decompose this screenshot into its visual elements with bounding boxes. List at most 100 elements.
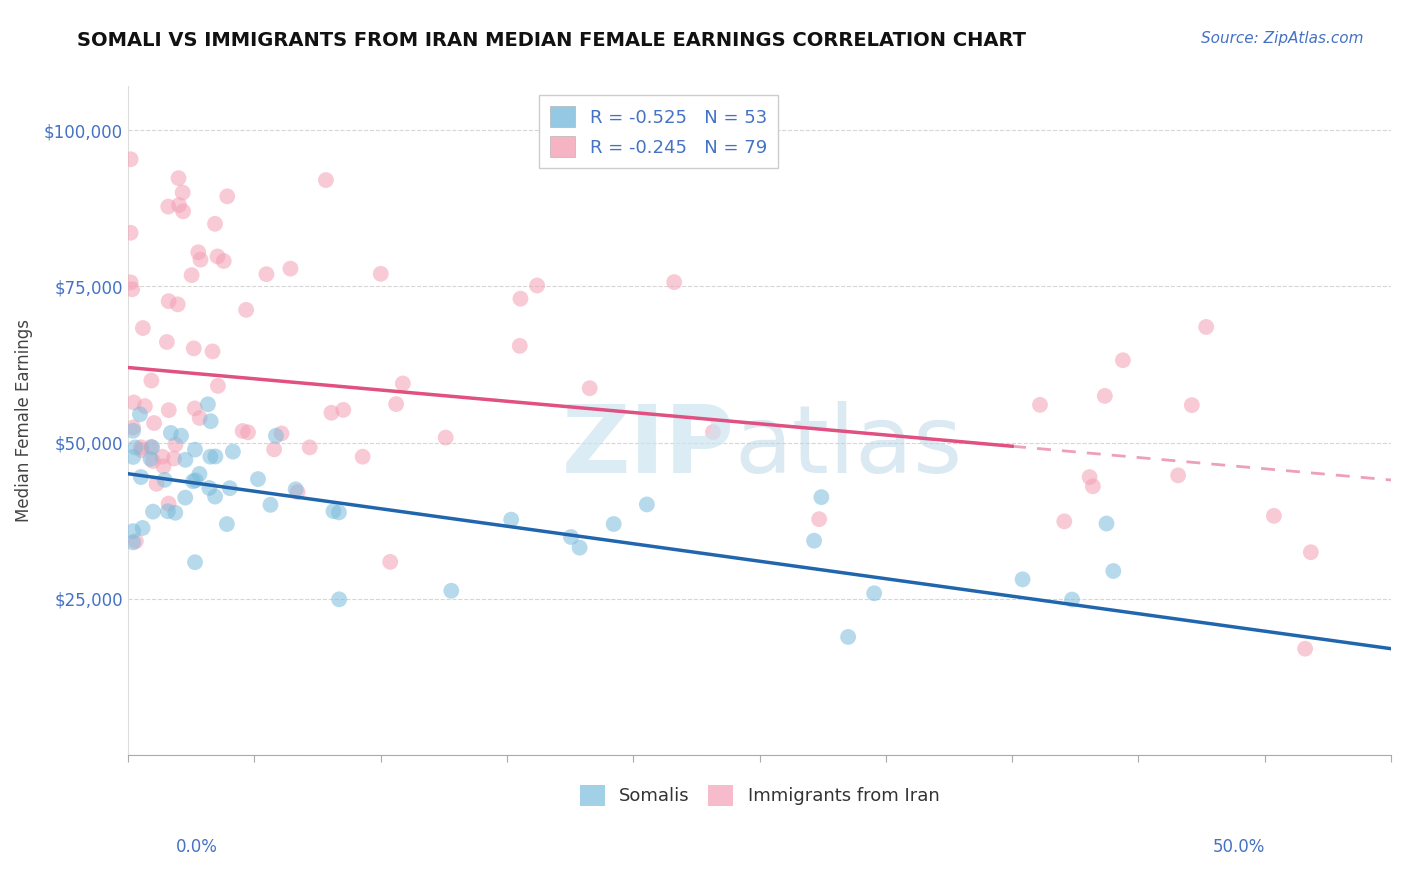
- Point: [664, 275, 686, 289]
- Text: 0.0%: 0.0%: [176, 838, 218, 856]
- Point: [125, 534, 148, 549]
- Point: [129, 440, 152, 454]
- Point: [131, 443, 153, 458]
- Point: [560, 530, 582, 544]
- Point: [803, 533, 825, 548]
- Text: SOMALI VS IMMIGRANTS FROM IRAN MEDIAN FEMALE EARNINGS CORRELATION CHART: SOMALI VS IMMIGRANTS FROM IRAN MEDIAN FE…: [77, 31, 1026, 50]
- Point: [246, 472, 269, 486]
- Point: [201, 344, 224, 359]
- Point: [121, 282, 143, 296]
- Point: [157, 294, 180, 309]
- Point: [145, 476, 167, 491]
- Point: [132, 321, 155, 335]
- Point: [526, 278, 548, 293]
- Point: [380, 555, 402, 569]
- Point: [837, 630, 859, 644]
- Point: [636, 498, 658, 512]
- Point: [440, 583, 463, 598]
- Y-axis label: Median Female Earnings: Median Female Earnings: [15, 319, 32, 522]
- Point: [207, 250, 229, 264]
- Point: [122, 535, 145, 549]
- Point: [190, 252, 212, 267]
- Point: [184, 555, 207, 569]
- Point: [1294, 641, 1316, 656]
- Legend: Somalis, Immigrants from Iran: Somalis, Immigrants from Iran: [572, 778, 946, 813]
- Point: [142, 454, 165, 468]
- Point: [120, 153, 142, 167]
- Point: [1112, 353, 1135, 368]
- Point: [183, 342, 205, 356]
- Point: [134, 399, 156, 413]
- Point: [1029, 398, 1052, 412]
- Point: [284, 483, 307, 497]
- Point: [165, 437, 187, 451]
- Point: [236, 425, 259, 440]
- Point: [157, 200, 180, 214]
- Point: [315, 173, 337, 187]
- Point: [204, 490, 226, 504]
- Point: [131, 521, 153, 535]
- Point: [174, 452, 197, 467]
- Point: [1095, 516, 1118, 531]
- Point: [263, 442, 285, 457]
- Point: [187, 245, 209, 260]
- Point: [167, 198, 190, 212]
- Point: [188, 467, 211, 481]
- Point: [122, 450, 145, 464]
- Point: [153, 473, 176, 487]
- Point: [222, 444, 245, 458]
- Point: [141, 374, 163, 388]
- Point: [204, 450, 226, 464]
- Point: [188, 411, 211, 425]
- Text: atlas: atlas: [734, 401, 963, 493]
- Point: [218, 481, 240, 495]
- Point: [434, 431, 457, 445]
- Point: [122, 524, 145, 538]
- Point: [122, 395, 145, 409]
- Point: [1195, 320, 1218, 334]
- Point: [143, 416, 166, 430]
- Point: [1299, 545, 1322, 559]
- Point: [328, 505, 350, 519]
- Point: [810, 490, 832, 504]
- Point: [1053, 514, 1076, 528]
- Point: [172, 204, 194, 219]
- Point: [156, 334, 179, 349]
- Point: [254, 267, 277, 281]
- Point: [204, 217, 226, 231]
- Point: [163, 451, 186, 466]
- Point: [152, 450, 174, 464]
- Point: [165, 506, 187, 520]
- Point: [1167, 468, 1189, 483]
- Point: [1078, 470, 1101, 484]
- Point: [198, 481, 221, 495]
- Point: [322, 504, 344, 518]
- Point: [139, 451, 162, 466]
- Point: [141, 440, 163, 454]
- Point: [184, 473, 207, 487]
- Point: [184, 401, 207, 416]
- Point: [298, 441, 321, 455]
- Point: [509, 339, 531, 353]
- Point: [142, 505, 165, 519]
- Point: [170, 428, 193, 442]
- Point: [385, 397, 408, 411]
- Point: [217, 189, 239, 203]
- Point: [232, 424, 254, 438]
- Point: [129, 407, 152, 421]
- Point: [200, 450, 222, 464]
- Point: [184, 442, 207, 457]
- Point: [509, 292, 531, 306]
- Point: [141, 440, 163, 454]
- Point: [207, 379, 229, 393]
- Point: [167, 171, 190, 186]
- Point: [1102, 564, 1125, 578]
- Point: [160, 425, 183, 440]
- Point: [212, 254, 235, 268]
- Point: [235, 302, 257, 317]
- Point: [863, 586, 886, 600]
- Point: [122, 424, 145, 438]
- Point: [602, 516, 624, 531]
- Point: [200, 414, 222, 428]
- Point: [702, 425, 724, 439]
